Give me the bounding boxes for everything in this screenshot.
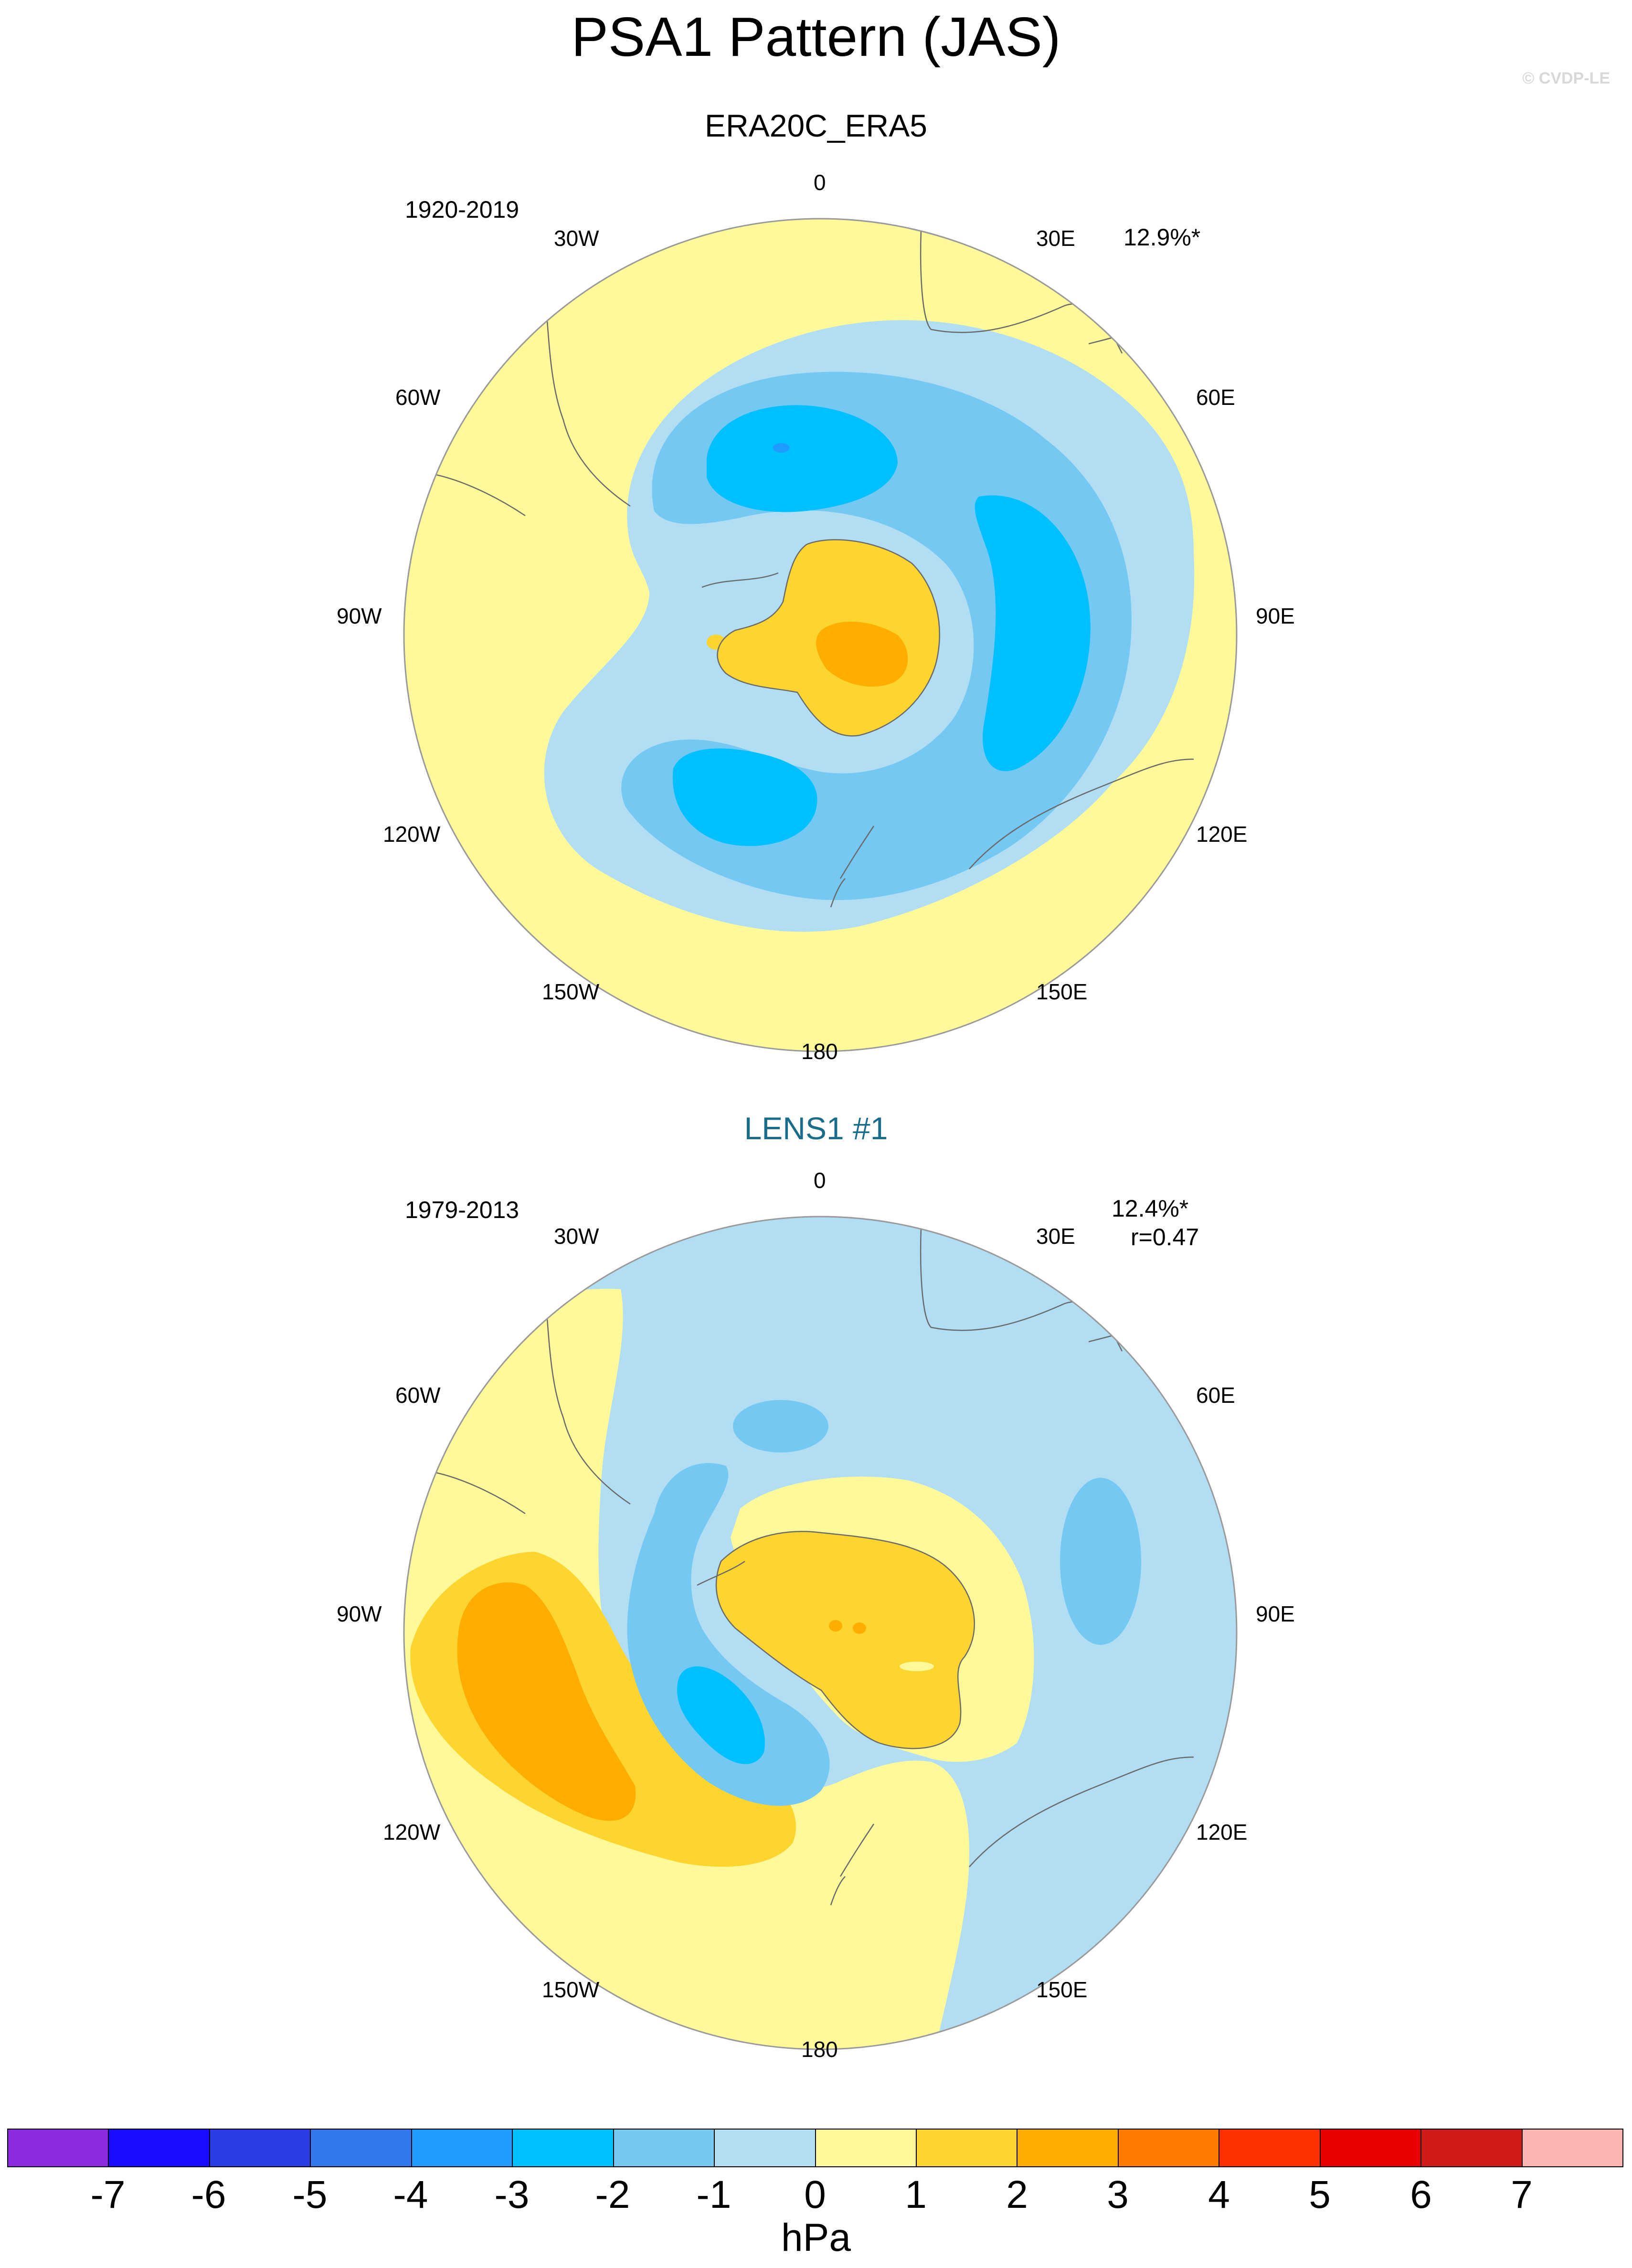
lon-label-90w-top: 90W	[337, 604, 382, 628]
lon-label-120w-top: 120W	[383, 822, 441, 847]
colorbar-swatch	[412, 2130, 513, 2166]
colorbar-label: 2	[1006, 2173, 1028, 2216]
colorbar-label: 7	[1511, 2173, 1533, 2216]
lon-label-90w-bottom: 90W	[337, 1601, 382, 1626]
contour-minus3-peninsula	[677, 1666, 765, 1764]
contour-minus3-east	[975, 495, 1091, 772]
contour-plus1-antarctica	[716, 1531, 975, 1749]
colorbar-swatch	[513, 2130, 614, 2166]
contour-minus2-north	[733, 1400, 828, 1452]
contour-plus2-southwest	[457, 1582, 636, 1821]
figure-title: PSA1 Pattern (JAS)	[571, 6, 1061, 68]
correlation-label-bottom: r=0.47	[1131, 1224, 1199, 1251]
colorbar-label: -3	[494, 2173, 530, 2216]
contour-minus3-sw	[672, 748, 817, 846]
colorbar-label: -2	[595, 2173, 630, 2216]
lon-label-180-bottom: 180	[801, 2037, 838, 2062]
colorbar-label: 5	[1309, 2173, 1331, 2216]
colorbar-label: 0	[804, 2173, 826, 2216]
lon-label-30w-top: 30W	[554, 226, 599, 251]
contour-minus3-nw	[707, 405, 898, 512]
lon-label-120e-top: 120E	[1196, 822, 1248, 847]
lon-label-90e-top: 90E	[1256, 604, 1295, 628]
colorbar-swatch	[1522, 2130, 1622, 2166]
contour-minus2-peninsula	[627, 1463, 830, 1806]
lon-label-60w-top: 60W	[395, 385, 441, 410]
polar-map-top	[403, 218, 1238, 1052]
polar-map-bottom	[403, 1216, 1238, 2050]
colorbar-swatch	[311, 2130, 412, 2166]
colorbar-swatch	[816, 2130, 917, 2166]
lon-label-60w-bottom: 60W	[395, 1383, 441, 1408]
colorbar-label: -1	[696, 2173, 731, 2216]
lon-label-120w-bottom: 120W	[383, 1820, 441, 1844]
colorbar-label: -7	[90, 2173, 126, 2216]
variance-label-bottom: 12.4%*	[1112, 1195, 1189, 1222]
colorbar-units: hPa	[781, 2216, 851, 2259]
colorbar-swatch	[1320, 2130, 1422, 2166]
lon-label-150w-top: 150W	[542, 979, 600, 1004]
lon-label-150e-bottom: 150E	[1036, 1977, 1088, 2002]
colorbar-label: 1	[905, 2173, 927, 2216]
lon-label-0-bottom: 0	[814, 1168, 826, 1193]
panel-title-top: ERA20C_ERA5	[705, 108, 927, 143]
period-label-bottom: 1979-2013	[405, 1197, 519, 1223]
colorbar-swatch	[210, 2130, 311, 2166]
colorbar-label: -4	[393, 2173, 428, 2216]
lon-label-180-top: 180	[801, 1039, 838, 1064]
colorbar-swatch	[8, 2130, 109, 2166]
lon-label-0-top: 0	[814, 170, 826, 195]
colorbar-swatch	[715, 2130, 816, 2166]
contour-plus0-west	[404, 1289, 969, 2049]
colorbar-label: 3	[1107, 2173, 1129, 2216]
lon-label-30e-bottom: 30E	[1036, 1224, 1075, 1249]
watermark: © CVDP-LE	[1522, 69, 1610, 87]
lon-label-90e-bottom: 90E	[1256, 1601, 1295, 1626]
contour-plus2-antarctica	[816, 621, 908, 687]
variance-label-top: 12.9%*	[1123, 224, 1201, 251]
lon-label-30e-top: 30E	[1036, 226, 1075, 251]
colorbar-swatch	[1017, 2130, 1119, 2166]
colorbar-label: -6	[191, 2173, 226, 2216]
lon-label-60e-top: 60E	[1196, 385, 1235, 410]
colorbar-swatch	[109, 2130, 210, 2166]
lon-label-120e-bottom: 120E	[1196, 1820, 1248, 1844]
colorbar	[7, 2129, 1623, 2167]
contour-minus4-spot	[773, 443, 790, 453]
lon-label-150e-top: 150E	[1036, 979, 1088, 1004]
panel-title-bottom: LENS1 #1	[744, 1111, 888, 1146]
colorbar-swatch	[1118, 2130, 1220, 2166]
lon-label-150w-bottom: 150W	[542, 1977, 600, 2002]
contour-minus2-east	[1060, 1478, 1141, 1645]
colorbar-label: -5	[292, 2173, 328, 2216]
lon-label-60e-bottom: 60E	[1196, 1383, 1235, 1408]
colorbar-label: 4	[1208, 2173, 1230, 2216]
lon-label-30w-bottom: 30W	[554, 1224, 599, 1249]
colorbar-swatch	[916, 2130, 1018, 2166]
colorbar-label: 6	[1410, 2173, 1432, 2216]
period-label-top: 1920-2019	[405, 196, 519, 223]
colorbar-swatch	[1219, 2130, 1321, 2166]
colorbar-swatch	[1421, 2130, 1523, 2166]
colorbar-swatch	[614, 2130, 715, 2166]
